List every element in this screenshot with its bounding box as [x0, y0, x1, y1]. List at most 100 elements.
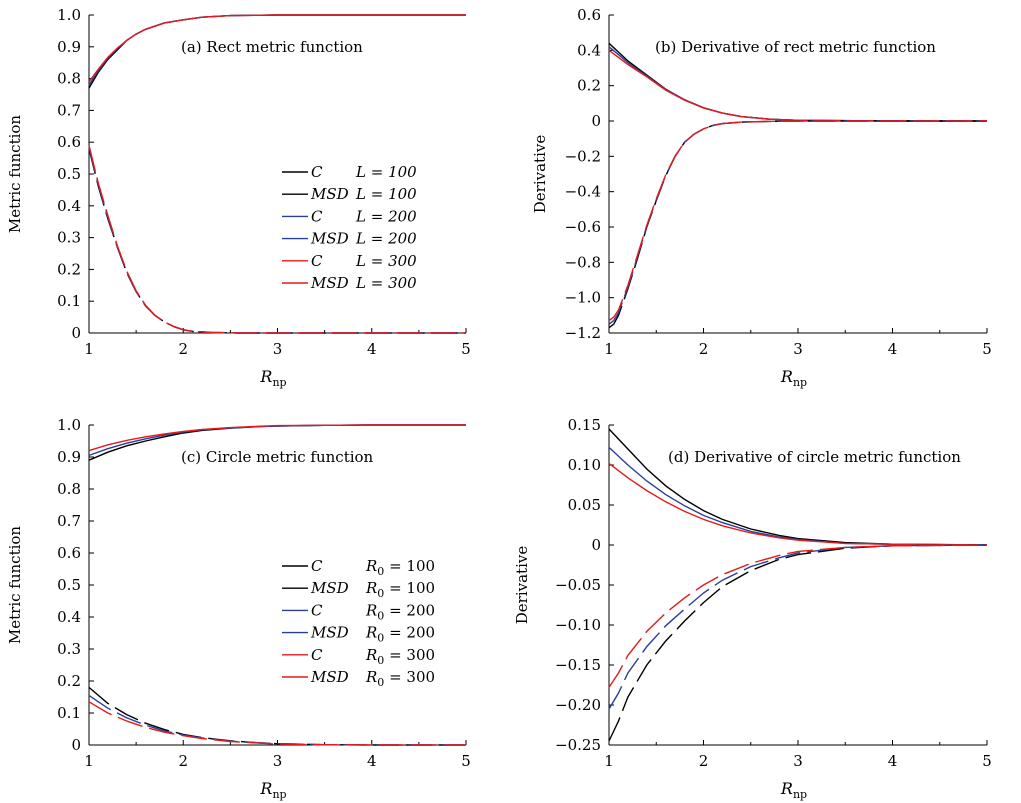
x-axis-label: Rnp — [780, 779, 807, 801]
legend-param: R0 = 200 — [365, 601, 435, 622]
y-tick-label: 0.15 — [568, 416, 601, 434]
y-tick-label: −0.25 — [555, 736, 601, 754]
legend-label: MSD — [310, 185, 349, 203]
y-tick-label: 1.0 — [57, 6, 81, 24]
y-tick-label: −0.10 — [555, 616, 601, 634]
series-line-dashed — [608, 544, 988, 742]
y-tick-label: 0.4 — [577, 41, 601, 59]
y-tick-label: 0.8 — [57, 70, 81, 88]
series-line-dashed — [88, 686, 466, 746]
y-tick-label: 0 — [591, 536, 601, 554]
x-tick-label: 2 — [699, 752, 709, 770]
y-tick-label: 0.2 — [57, 260, 81, 278]
legend-label: MSD — [310, 274, 349, 292]
legend-param: R0 = 300 — [365, 668, 435, 689]
y-tick-label: −0.05 — [555, 576, 601, 594]
series-line-dashed — [88, 701, 466, 746]
x-tick-label: 4 — [888, 340, 898, 358]
legend-label: MSD — [310, 230, 349, 248]
legend: C L = 100 MSD L = 100 C L = 200 MSD L = 200 C L =… — [282, 163, 417, 292]
legend-param: R0 = 100 — [365, 579, 435, 600]
y-tick-label: −0.4 — [565, 183, 601, 201]
y-tick-label: 0.3 — [57, 640, 81, 658]
y-tick-label: 1.0 — [57, 416, 81, 434]
series-line-solid — [608, 462, 988, 546]
y-tick-label: 0.6 — [57, 544, 81, 562]
legend-param: L = 300 — [355, 252, 417, 270]
x-axis-label: Rnp — [259, 779, 286, 801]
x-tick-label: 4 — [367, 340, 377, 358]
y-tick-label: 0.7 — [57, 101, 81, 119]
legend-label: C — [311, 163, 323, 181]
x-tick-label: 3 — [793, 752, 803, 770]
x-tick-label: 5 — [982, 752, 992, 770]
x-tick-label: 1 — [604, 752, 614, 770]
y-tick-label: 0.8 — [57, 480, 81, 498]
x-tick-label: 3 — [793, 340, 803, 358]
y-tick-label: 0.10 — [568, 456, 601, 474]
chart-panel-3: 1 2 3 4 5 0 0.1 0.2 0.3 0.4 0.5 0.6 0.7 0.8 0.9 1.0 Rnp M… — [6, 416, 471, 801]
series-line-dashed — [88, 145, 466, 334]
y-tick-label: 0 — [591, 112, 601, 130]
y-tick-label: 0.9 — [57, 38, 81, 56]
x-tick-label: 2 — [178, 752, 188, 770]
chart-panel-2: 1 2 3 4 5 −1.2 −1.0 −0.8 −0.6 −0.4 −0.2 0 0.2 0.4 0.6 R… — [531, 6, 992, 389]
y-tick-label: 0.4 — [57, 608, 81, 626]
y-tick-label: 0.6 — [57, 133, 81, 151]
y-tick-label: 0.5 — [57, 165, 81, 183]
x-axis-label: Rnp — [259, 367, 286, 389]
legend-param: L = 100 — [355, 185, 417, 203]
legend-label: C — [311, 646, 323, 664]
legend-param: R0 = 100 — [365, 557, 435, 578]
y-tick-label: −0.6 — [565, 218, 601, 236]
x-tick-label: 4 — [367, 752, 377, 770]
chart-panel-1: 1 2 3 4 5 0 0.1 0.2 0.3 0.4 0.5 0.6 0.7 0.8 0.9 1.0 Rnp M… — [6, 6, 471, 389]
legend-param: L = 100 — [355, 163, 417, 181]
legend-label: C — [311, 252, 323, 270]
y-tick-label: −1.2 — [565, 324, 601, 342]
y-tick-label: 0.5 — [57, 576, 81, 594]
legend-label: MSD — [310, 579, 349, 597]
legend-param: R0 = 200 — [365, 624, 435, 645]
chart-title: (a) Rect metric function — [181, 38, 363, 56]
legend-label: C — [311, 207, 323, 225]
x-tick-label: 3 — [273, 340, 283, 358]
y-tick-label: −0.20 — [555, 696, 601, 714]
x-tick-label: 2 — [699, 340, 709, 358]
y-tick-label: 0 — [71, 736, 81, 754]
series-line-dashed — [88, 694, 466, 746]
x-tick-label: 5 — [461, 340, 471, 358]
y-tick-label: 0.3 — [57, 229, 81, 247]
legend-label: MSD — [310, 624, 349, 642]
series-line-dashed — [608, 544, 988, 710]
y-tick-label: 0.1 — [57, 704, 81, 722]
legend-param: L = 200 — [355, 230, 417, 248]
x-tick-label: 5 — [461, 752, 471, 770]
legend-param: R0 = 300 — [365, 646, 435, 667]
x-tick-label: 2 — [178, 340, 188, 358]
series-line-dashed — [608, 120, 987, 329]
legend: C R0 = 100 MSD R0 = 100 C R0 = 200 MSD R0 = 200… — [282, 557, 435, 689]
x-tick-label: 4 — [888, 752, 898, 770]
y-tick-label: −1.0 — [565, 289, 601, 307]
x-tick-label: 5 — [982, 340, 992, 358]
chart-title: (b) Derivative of rect metric function — [655, 38, 936, 56]
chart-panel-4: 1 2 3 4 5 −0.25 −0.20 −0.15 −0.10 −0.05 0 0.05 0.10 0… — [513, 416, 992, 801]
y-tick-label: 0.6 — [577, 6, 601, 24]
y-tick-label: −0.15 — [555, 656, 601, 674]
y-tick-label: 0 — [71, 324, 81, 342]
series-line-dashed — [608, 120, 987, 325]
series-line-solid — [608, 49, 987, 122]
legend-param: L = 200 — [355, 207, 417, 225]
series-line-solid — [608, 46, 987, 122]
series-line-solid — [88, 14, 466, 83]
series-line-solid — [88, 424, 466, 452]
x-tick-label: 3 — [273, 752, 283, 770]
y-axis-label: Metric function — [6, 526, 24, 645]
legend-label: C — [311, 557, 323, 575]
y-axis-label: Derivative — [513, 546, 531, 625]
x-tick-label: 1 — [604, 340, 614, 358]
y-axis-label: Metric function — [6, 115, 24, 234]
y-axis-label: Derivative — [531, 135, 549, 214]
series-line-dashed — [608, 544, 988, 688]
